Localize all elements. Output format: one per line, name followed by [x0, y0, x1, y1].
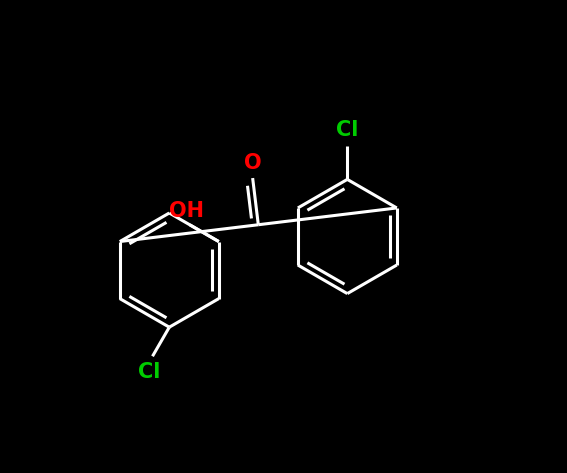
Text: Cl: Cl — [138, 362, 160, 382]
Text: O: O — [244, 153, 261, 173]
Text: OH: OH — [169, 201, 204, 221]
Text: Cl: Cl — [336, 121, 358, 140]
